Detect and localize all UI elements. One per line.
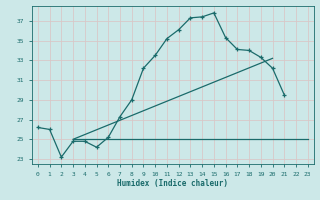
X-axis label: Humidex (Indice chaleur): Humidex (Indice chaleur) <box>117 179 228 188</box>
